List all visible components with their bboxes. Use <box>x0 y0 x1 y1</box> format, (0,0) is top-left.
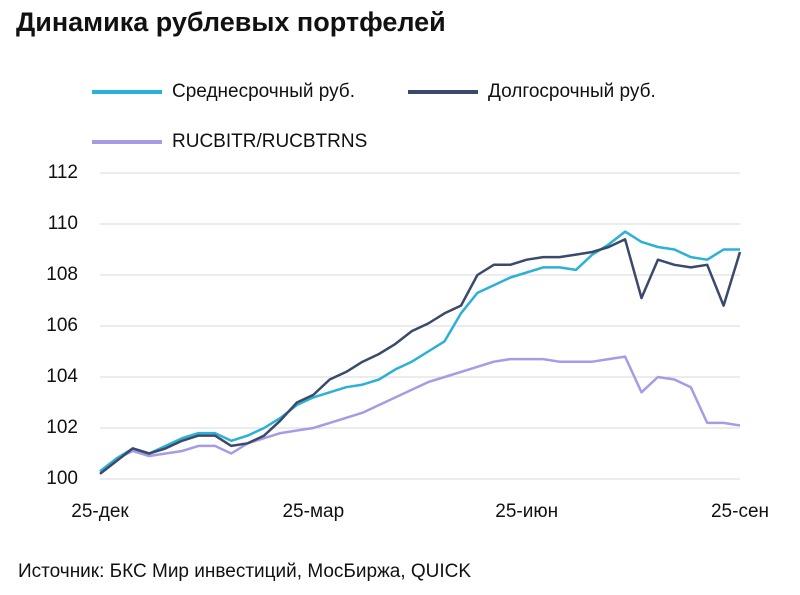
x-tick-label: 25-мар <box>282 501 344 522</box>
legend-label: RUCBITR/RUCBTRNS <box>172 131 367 152</box>
series-line <box>99 355 741 473</box>
y-tick-label: 102 <box>46 417 78 438</box>
y-tick-label: 100 <box>46 468 78 489</box>
source: Источник: БКС Мир инвестиций, МосБиржа, … <box>18 561 471 582</box>
y-tick-label: 110 <box>48 213 78 234</box>
x-tick-label: 25-июн <box>495 501 558 522</box>
legend-label: Долгосрочный руб. <box>488 81 656 102</box>
chart-title: Динамика рублевых портфелей <box>16 7 446 37</box>
x-tick-label: 25-сен <box>711 501 769 522</box>
series-line <box>99 230 740 473</box>
legend-label: Среднесрочный руб. <box>172 81 355 102</box>
y-tick-label: 108 <box>46 264 78 285</box>
series-line <box>99 238 742 475</box>
y-tick-label: 106 <box>46 315 78 336</box>
y-tick-label: 112 <box>48 162 78 183</box>
x-tick-label: 25-дек <box>71 501 129 522</box>
y-tick-label: 104 <box>46 366 78 387</box>
